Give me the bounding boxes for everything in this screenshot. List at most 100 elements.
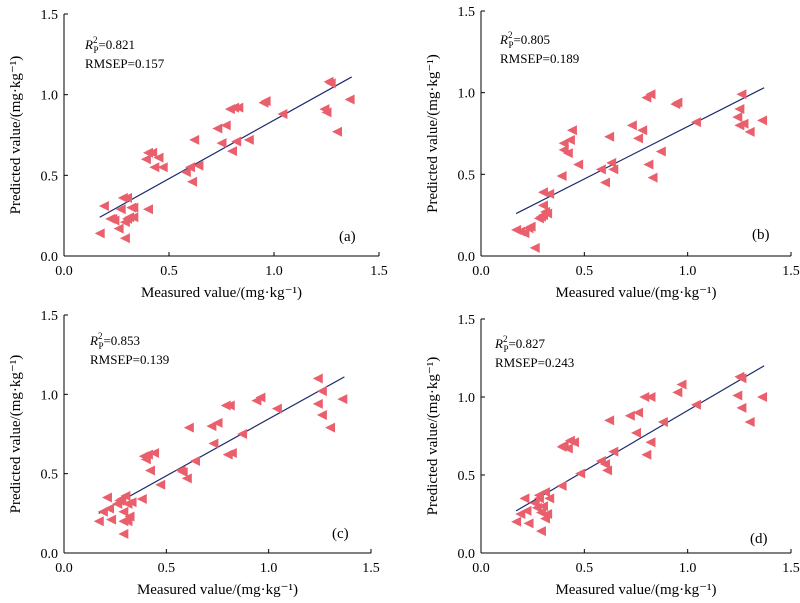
r2-annotation: R2 P=0.821 <box>84 35 135 55</box>
data-point <box>157 162 168 173</box>
data-point <box>140 154 151 165</box>
data-point <box>647 172 658 183</box>
x-tick-label: 0.0 <box>55 264 73 279</box>
y-tick-label: 1.5 <box>41 8 59 23</box>
data-point <box>143 204 153 215</box>
regression-line <box>515 365 765 512</box>
y-axis-title: Predicted value/(mg·kg⁻¹) <box>8 56 24 215</box>
x-tick-label: 0.5 <box>576 264 594 279</box>
y-tick-label: 0.5 <box>41 468 59 483</box>
data-point <box>120 490 131 501</box>
rmsep-annotation: RMSEP=0.157 <box>85 56 165 71</box>
data-point <box>337 394 348 405</box>
data-point <box>255 392 266 403</box>
y-axis-title: Predicted value/(mg·kg⁻¹) <box>8 355 24 514</box>
panel-label: (b) <box>752 227 770 243</box>
rmsep-annotation: RMSEP=0.189 <box>500 51 579 66</box>
x-tick-label: 0.0 <box>472 561 490 576</box>
data-point <box>126 497 137 508</box>
x-axis-title: Measured value/(mg·kg⁻¹) <box>137 582 298 598</box>
data-point <box>332 126 342 137</box>
data-point <box>147 147 158 158</box>
data-point <box>94 228 105 239</box>
data-point <box>523 518 534 529</box>
data-point <box>316 386 327 397</box>
regression-line <box>515 87 765 215</box>
data-point <box>626 120 637 131</box>
data-point <box>312 373 323 384</box>
data-point <box>149 162 160 173</box>
data-point <box>124 511 135 522</box>
data-point <box>672 97 683 108</box>
data-point <box>573 159 584 170</box>
y-tick-label: 1.5 <box>458 313 476 328</box>
data-point <box>98 200 109 211</box>
y-tick-label: 0.0 <box>41 547 59 562</box>
data-point <box>321 107 332 118</box>
panel-label: (c) <box>332 526 349 542</box>
data-point <box>600 459 610 470</box>
data-point <box>562 148 573 159</box>
data-point <box>690 117 701 128</box>
data-point <box>113 223 124 234</box>
data-point <box>558 138 569 149</box>
data-point <box>226 448 237 459</box>
data-point <box>243 134 254 145</box>
x-tick-label: 1.0 <box>265 264 283 279</box>
data-point <box>101 492 112 503</box>
x-tick-label: 0.5 <box>160 264 178 279</box>
data-point <box>344 94 355 105</box>
x-axis-title: Measured value/(mg·kg⁻¹) <box>555 582 716 598</box>
x-tick-label: 1.0 <box>260 561 278 576</box>
data-point <box>227 146 237 157</box>
data-point <box>325 78 336 89</box>
data-point <box>595 164 606 175</box>
x-axis-title: Measured value/(mg·kg⁻¹) <box>141 285 302 301</box>
data-point <box>736 402 747 413</box>
data-point <box>738 118 749 129</box>
panel-label: (a) <box>339 229 356 245</box>
y-tick-label: 0.5 <box>458 469 476 484</box>
data-point <box>631 427 641 438</box>
y-tick-label: 1.0 <box>458 391 476 406</box>
data-point <box>189 455 200 466</box>
data-point <box>645 437 656 448</box>
data-point <box>657 416 668 427</box>
data-point <box>316 409 327 420</box>
data-point <box>639 392 650 402</box>
data-point <box>606 157 617 168</box>
data-point <box>736 89 747 100</box>
x-tick-label: 1.0 <box>679 264 697 279</box>
data-point <box>633 133 644 144</box>
data-point <box>519 228 530 239</box>
data-point <box>224 400 235 411</box>
data-point <box>744 416 755 427</box>
data-point <box>260 96 271 107</box>
data-point <box>542 509 553 519</box>
data-point <box>109 215 120 226</box>
data-point <box>575 468 586 479</box>
data-point <box>544 188 555 199</box>
data-point <box>119 233 130 244</box>
x-tick-label: 1.5 <box>362 561 380 576</box>
data-point <box>734 104 745 114</box>
y-axis-title: Predicted value/(mg·kg⁻¹) <box>425 357 441 516</box>
data-point <box>736 373 747 384</box>
x-tick-label: 1.5 <box>782 561 800 576</box>
x-tick-label: 0.5 <box>576 561 594 576</box>
x-tick-label: 1.0 <box>679 561 697 576</box>
data-point <box>122 192 132 203</box>
data-point <box>538 200 548 211</box>
data-point <box>216 138 227 149</box>
data-point <box>521 505 532 516</box>
data-point <box>529 242 540 253</box>
data-point <box>624 410 635 421</box>
data-point <box>566 125 577 136</box>
data-point <box>233 102 244 113</box>
chart-panel-4: 0.0 0.5 1.0 1.5 0.0 0.5 1.0 1.5 Measured value/(… <box>425 313 800 598</box>
data-point <box>732 390 743 401</box>
data-point <box>118 528 129 539</box>
data-point <box>538 187 548 198</box>
data-point <box>569 437 579 448</box>
